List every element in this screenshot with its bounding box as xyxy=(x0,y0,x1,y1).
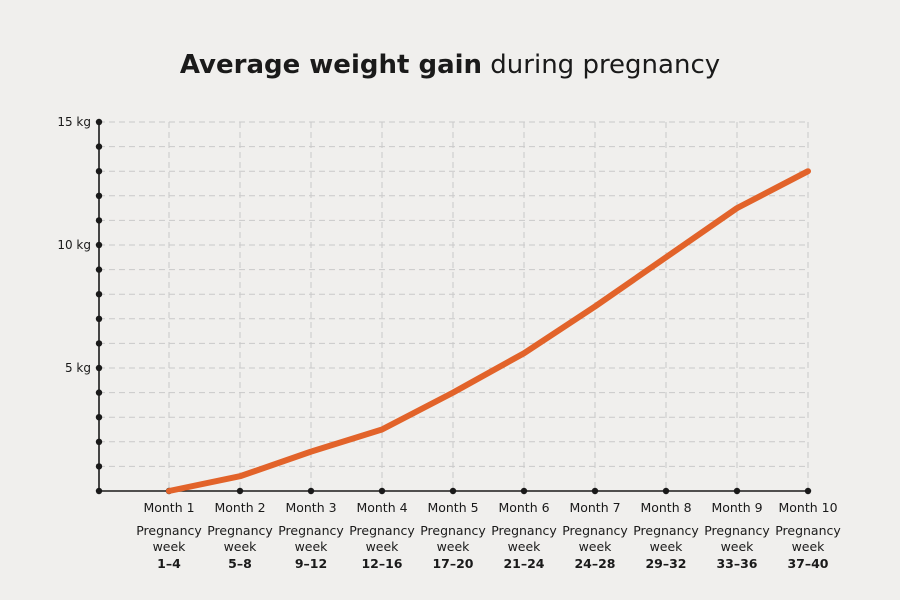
week-range-label: 17–20 xyxy=(432,556,473,571)
y-tick-dot xyxy=(95,463,103,470)
week-range-label: 24–28 xyxy=(574,556,615,571)
y-tick-dot xyxy=(95,217,103,224)
y-tick-dot xyxy=(95,143,103,150)
y-tick-dot xyxy=(95,414,103,421)
y-tick-dot xyxy=(95,192,103,199)
chart-title: Average weight gain during pregnancy xyxy=(180,50,720,80)
week-label: Pregnancy xyxy=(633,523,699,538)
y-tick-label: 15 kg xyxy=(57,115,91,129)
x-tick-dot xyxy=(662,487,670,495)
week-label: Pregnancy xyxy=(420,523,486,538)
week-range-label: 29–32 xyxy=(645,556,686,571)
chart-title-bold: Average weight gain xyxy=(180,50,482,80)
weight-gain-line xyxy=(166,168,811,494)
grid xyxy=(99,121,809,491)
week-range-label: 21–24 xyxy=(503,556,544,571)
week-label: week xyxy=(579,539,613,554)
x-tick-label: Month 1 xyxy=(143,500,194,515)
week-range-label: 37–40 xyxy=(787,556,828,571)
x-tick-label: Month 2 xyxy=(214,500,265,515)
chart-title-rest: during pregnancy xyxy=(482,50,720,80)
week-label: Pregnancy xyxy=(491,523,557,538)
x-tick-dot xyxy=(449,487,457,495)
week-range-label: 9–12 xyxy=(295,556,327,571)
week-label: week xyxy=(295,539,329,554)
x-tick-label: Month 6 xyxy=(498,500,549,515)
x-tick-dot xyxy=(591,487,599,495)
x-tick-label: Month 7 xyxy=(569,500,620,515)
y-tick-label: 5 kg xyxy=(65,361,91,375)
week-label: week xyxy=(792,539,826,554)
x-tick-label: Month 10 xyxy=(778,500,837,515)
x-tick-label: Month 9 xyxy=(711,500,762,515)
x-tick-dot xyxy=(520,487,528,495)
y-tick-dot xyxy=(95,241,103,249)
x-tick-label: Month 3 xyxy=(285,500,336,515)
y-tick-dot xyxy=(95,487,103,495)
week-label: Pregnancy xyxy=(349,523,415,538)
y-tick-dot xyxy=(95,389,103,396)
week-label: Pregnancy xyxy=(775,523,841,538)
week-label: Pregnancy xyxy=(562,523,628,538)
x-tick-dot xyxy=(804,487,812,495)
week-label: week xyxy=(153,539,187,554)
x-tick-label: Month 8 xyxy=(640,500,691,515)
x-tick-dot xyxy=(378,487,386,495)
x-tick-label: Month 4 xyxy=(356,500,407,515)
week-label: Pregnancy xyxy=(207,523,273,538)
week-label: week xyxy=(508,539,542,554)
week-label: week xyxy=(366,539,400,554)
y-ticks: 5 kg 10 kg 15 kg xyxy=(57,115,812,495)
x-tick-label: Month 5 xyxy=(427,500,478,515)
y-tick-dot xyxy=(95,340,103,347)
y-tick-dot xyxy=(95,168,103,175)
week-label: Pregnancy xyxy=(136,523,202,538)
y-tick-dot xyxy=(95,266,103,273)
x-tick-dot xyxy=(307,487,315,495)
week-range-label: 33–36 xyxy=(716,556,757,571)
week-label: week xyxy=(437,539,471,554)
week-range-label: 5–8 xyxy=(228,556,252,571)
y-tick-label: 10 kg xyxy=(57,238,91,252)
y-tick-dot xyxy=(95,438,103,445)
week-range-label: 1–4 xyxy=(157,556,181,571)
week-range-label: 12–16 xyxy=(361,556,402,571)
week-label: week xyxy=(224,539,258,554)
series xyxy=(166,168,811,494)
week-label: Pregnancy xyxy=(704,523,770,538)
y-tick-dot xyxy=(95,118,103,126)
week-label: week xyxy=(650,539,684,554)
week-label: week xyxy=(721,539,755,554)
y-tick-dot xyxy=(95,315,103,322)
y-tick-dot xyxy=(95,291,103,298)
x-tick-dot xyxy=(733,487,741,495)
y-tick-dot xyxy=(95,364,103,372)
x-tick-dot xyxy=(236,487,244,495)
week-label: Pregnancy xyxy=(278,523,344,538)
